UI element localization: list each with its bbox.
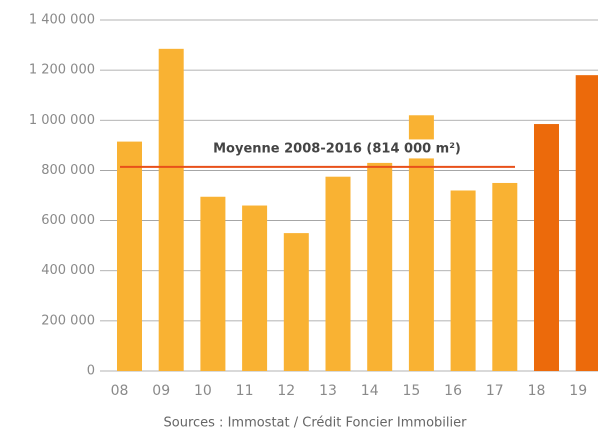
average-label-bg [209, 139, 465, 159]
y-tick-label: 1 000 000 [29, 113, 95, 128]
bar [367, 162, 393, 371]
y-tick-label: 1 200 000 [29, 63, 95, 78]
y-tick-label: 800 000 [41, 163, 95, 178]
x-tick-label: 19 [569, 383, 587, 399]
x-tick-label: 09 [152, 383, 170, 399]
y-tick-label: 0 [87, 364, 95, 379]
bar [575, 75, 598, 372]
bar [200, 196, 226, 371]
bar [158, 48, 184, 371]
y-tick-label: 200 000 [41, 313, 95, 328]
x-tick-label: 13 [319, 383, 337, 399]
x-tick-label: 18 [528, 383, 546, 399]
bar [492, 182, 518, 371]
bar [325, 176, 351, 371]
bar [534, 124, 559, 372]
x-tick-label: 11 [236, 383, 254, 399]
y-tick-label: 1 400 000 [29, 13, 95, 28]
x-tick-label: 14 [361, 383, 379, 399]
x-tick-label: 08 [111, 383, 129, 399]
x-tick-label: 15 [402, 383, 420, 399]
y-tick-label: 400 000 [41, 263, 95, 278]
bar [283, 233, 309, 371]
bar [242, 205, 268, 371]
x-tick-label: 10 [194, 383, 212, 399]
average-label: Moyenne 2008-2016 (814 000 m²) [213, 141, 461, 156]
x-tick-label: 16 [444, 383, 462, 399]
bar [117, 141, 142, 371]
x-tick-label: 12 [277, 383, 295, 399]
bar [450, 190, 476, 371]
y-tick-label: 600 000 [41, 213, 95, 228]
x-tick-label: 17 [486, 383, 504, 399]
source: Sources : Immostat / Crédit Foncier Immo… [164, 416, 468, 430]
